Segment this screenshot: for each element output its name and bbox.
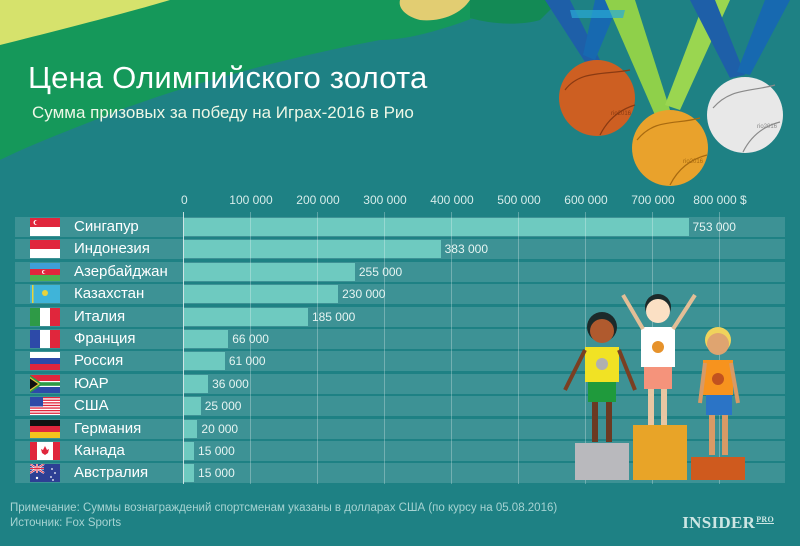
australia-flag-icon <box>30 464 60 483</box>
country-label: ЮАР <box>74 374 109 392</box>
indonesia-flag-icon <box>30 240 60 259</box>
bar-value-label: 61 000 <box>228 354 266 369</box>
axis-tick-label: 400 000 <box>430 193 474 207</box>
page-title: Цена Олимпийского золота <box>28 60 428 95</box>
country-label: Сингапур <box>74 218 139 235</box>
usa-flag-icon <box>30 397 60 416</box>
bar-value-label: 15 000 <box>198 466 235 481</box>
country-label: Канада <box>74 442 125 459</box>
axis-tick-label: 800 000 $ <box>693 193 747 207</box>
svg-text:rio2016: rio2016 <box>757 124 778 130</box>
south-africa-flag-icon <box>30 374 60 393</box>
country-label: Россия <box>74 352 124 370</box>
bar <box>184 240 441 259</box>
bar-value-label: 230 000 <box>342 287 386 302</box>
azerbaijan-flag-icon <box>30 262 60 281</box>
gridline <box>250 212 251 484</box>
bar-value-label: 753 000 <box>692 220 736 234</box>
bar <box>184 218 689 236</box>
axis-tick-label: 700 000 <box>631 193 675 207</box>
footnote: Примечание: Суммы вознаграждений спортсм… <box>10 502 558 514</box>
insider-pro-logo[interactable]: INSIDERPRO <box>682 513 774 533</box>
gridline <box>384 212 385 484</box>
gridline <box>518 212 519 484</box>
bar <box>184 464 195 483</box>
country-label: Германия <box>74 419 142 437</box>
country-label: Австралия <box>74 464 149 482</box>
bar <box>184 262 355 281</box>
singapore-flag-icon <box>30 218 60 236</box>
podium-illustration <box>563 293 745 480</box>
bar-value-label: 383 000 <box>444 242 488 257</box>
gridline <box>317 212 318 484</box>
axis-tick-label: 100 000 <box>229 193 273 207</box>
bar-value-label: 25 000 <box>204 399 242 414</box>
germany-flag-icon <box>30 419 60 438</box>
axis-tick-label: 0 <box>181 193 188 207</box>
svg-text:rio2016: rio2016 <box>683 159 704 165</box>
source-note: Источник: Fox Sports <box>10 517 122 529</box>
bar <box>184 307 308 326</box>
bar-value-label: 185 000 <box>311 309 356 324</box>
bar-value-label: 255 000 <box>358 264 403 279</box>
bar <box>184 352 225 371</box>
axis-tick-label: 600 000 <box>564 193 608 207</box>
country-label: Азербайджан <box>74 262 168 280</box>
country-label: США <box>74 397 109 415</box>
country-label: Франция <box>74 330 136 347</box>
bar <box>184 397 201 416</box>
logo-superscript: PRO <box>756 515 774 524</box>
gridline <box>183 212 184 484</box>
russia-flag-icon <box>30 352 60 371</box>
gridline <box>451 212 452 484</box>
page-subtitle: Сумма призовых за победу на Играх-2016 в… <box>32 103 414 122</box>
bar-value-label: 15 000 <box>198 444 235 458</box>
axis-tick-label: 300 000 <box>363 193 407 207</box>
bar <box>184 442 195 460</box>
country-label: Индонезия <box>74 240 150 258</box>
country-label: Казахстан <box>74 285 145 303</box>
bar <box>184 330 229 348</box>
bar-value-label: 36 000 <box>212 376 249 391</box>
bar <box>184 285 339 304</box>
country-label: Италия <box>74 307 126 325</box>
medals-illustration: rio2016 rio2016 rio2016 <box>545 0 790 186</box>
logo-text: INSIDER <box>682 513 756 532</box>
canada-flag-icon <box>30 442 60 460</box>
svg-text:rio2016: rio2016 <box>611 111 632 117</box>
bar <box>184 374 209 393</box>
axis-tick-label: 200 000 <box>296 193 340 207</box>
france-flag-icon <box>30 330 60 348</box>
kazakhstan-flag-icon <box>30 285 60 304</box>
axis-tick-label: 500 000 <box>497 193 541 207</box>
bar-value-label: 20 000 <box>201 421 239 436</box>
bar <box>184 419 198 438</box>
italy-flag-icon <box>30 307 60 326</box>
bar-value-label: 66 000 <box>232 332 269 346</box>
